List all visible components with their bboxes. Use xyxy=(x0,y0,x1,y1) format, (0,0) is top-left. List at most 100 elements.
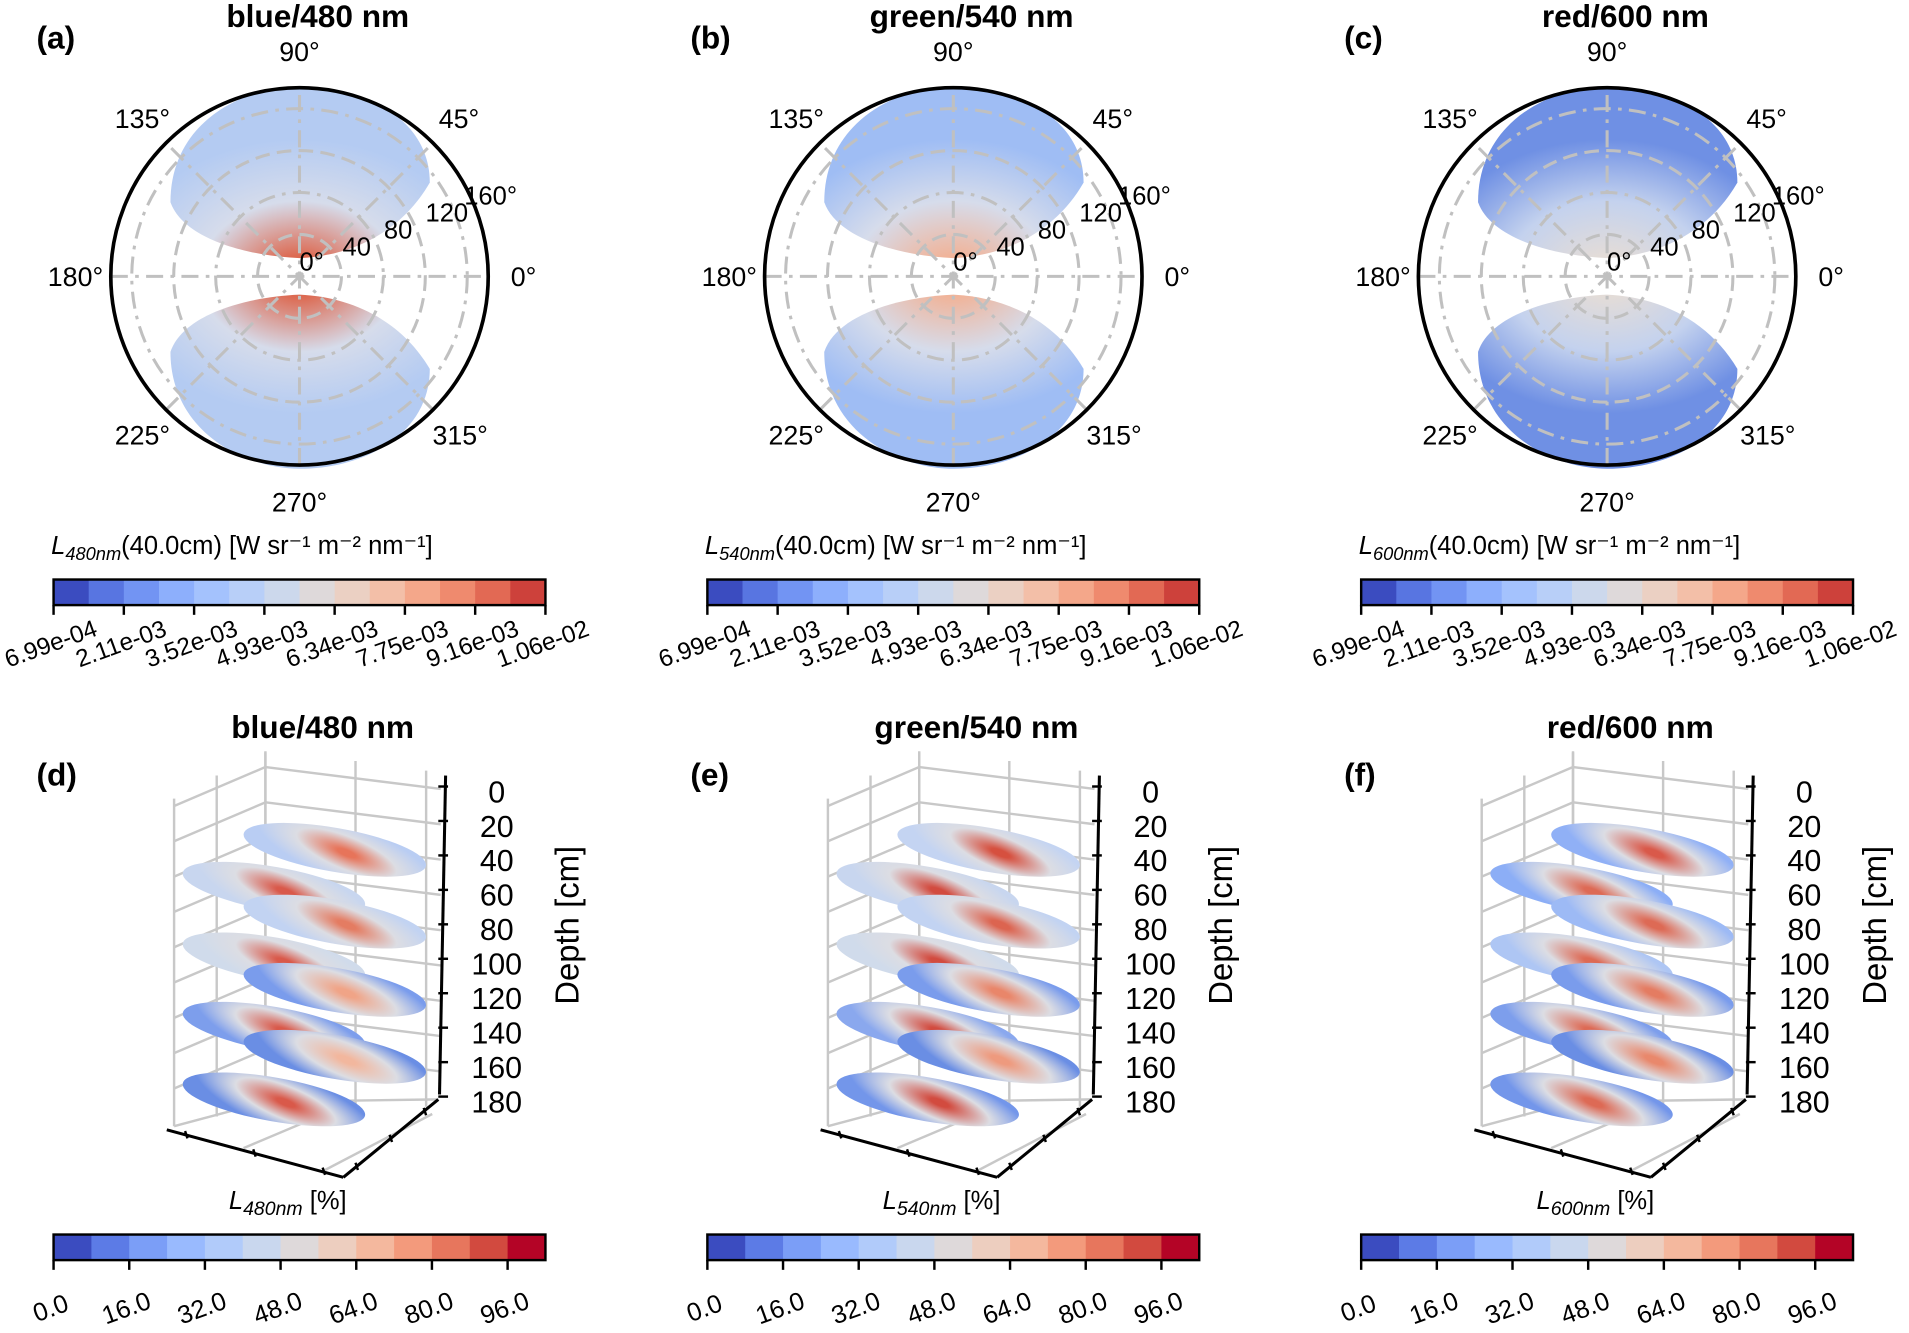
colorbar-bin xyxy=(369,579,406,606)
angle-tick-label: 135° xyxy=(1422,104,1477,134)
depth-tick-label: 140 xyxy=(1125,1017,1176,1051)
depth-tick-label: 60 xyxy=(1134,879,1168,913)
depth-axis-line xyxy=(1091,775,1101,1095)
axis-tick xyxy=(252,1148,257,1158)
depth-tick-label: 60 xyxy=(480,879,514,913)
colorbar-bin xyxy=(1161,1234,1200,1261)
colorbar-bin xyxy=(204,1234,244,1261)
axis-tick xyxy=(1730,1107,1735,1116)
colorbar-bin xyxy=(918,579,954,606)
x-axis-label: L600nm [%] xyxy=(1536,1187,1654,1220)
depth-slice-disc xyxy=(182,1072,366,1127)
colorbar-bin xyxy=(1023,579,1060,606)
colorbar-bin xyxy=(404,579,441,606)
colorbar-bin xyxy=(934,1234,973,1261)
depth-tick-label: 100 xyxy=(1779,948,1830,982)
depth-slice-disc xyxy=(1551,822,1734,877)
axis-tick xyxy=(321,1167,327,1176)
colorbar-bin xyxy=(1815,1234,1854,1261)
colorbar-bin xyxy=(1047,1234,1087,1261)
colorbar-bin xyxy=(158,579,195,606)
angle-tick-label: 0° xyxy=(1165,262,1191,292)
depth-tick-label: 80 xyxy=(480,913,514,947)
colorbar-tick-label: 96.0 xyxy=(1131,1287,1187,1327)
radial-tick-label: 120 xyxy=(1733,200,1776,228)
panel-label: (f) xyxy=(1344,756,1376,792)
colorbar-tick-label: 96.0 xyxy=(1784,1287,1840,1327)
panel-label: (b) xyxy=(690,20,730,56)
depth-slice-disc xyxy=(897,962,1080,1017)
colorbar-frame xyxy=(706,1233,1201,1262)
depth-slice-disc xyxy=(243,1029,427,1084)
colorbar-bin xyxy=(299,579,336,606)
x-axis-label: L540nm [%] xyxy=(883,1187,1001,1220)
grid-line xyxy=(173,765,266,808)
x-label-units: [%] xyxy=(956,1187,1000,1215)
depth-tick-label: 20 xyxy=(480,810,514,844)
depth-tick-label: 100 xyxy=(1125,948,1176,982)
colorbar-bin xyxy=(507,1234,547,1261)
colorbar-bin xyxy=(475,579,511,606)
panel-label: (c) xyxy=(1344,20,1383,56)
radial-tick-label: 80 xyxy=(1692,217,1720,245)
colorbar-bin xyxy=(1677,579,1714,606)
colorbar-bin xyxy=(858,1234,898,1261)
axis-tick xyxy=(1696,1134,1701,1143)
colorbar-bin xyxy=(1712,579,1749,606)
colorbar-frame xyxy=(1359,578,1855,607)
colorbar-tick-label: 64.0 xyxy=(1633,1287,1689,1327)
colorbar-bin xyxy=(1501,579,1538,606)
colorbar-bin xyxy=(53,1234,93,1261)
colorbar-bin xyxy=(1739,1234,1778,1261)
colorbar-label-subscript: 480nm xyxy=(65,543,121,564)
radial-tick-label: 120 xyxy=(426,200,469,228)
radial-tick-label: 160° xyxy=(1118,183,1171,211)
grid-line xyxy=(827,765,920,808)
depth-slice-disc xyxy=(1551,1029,1734,1084)
grid-line xyxy=(1481,801,1574,843)
depth-tick-label: 60 xyxy=(1787,879,1821,913)
radial-tick-label: 160° xyxy=(1772,183,1825,211)
x-label-units: [%] xyxy=(303,1187,347,1215)
angle-tick-label: 270° xyxy=(926,487,981,517)
angle-tick-label: 45° xyxy=(439,104,479,134)
angle-tick-label: 180° xyxy=(702,262,757,292)
colorbar-tick-label: 80.0 xyxy=(401,1287,457,1327)
grid-line xyxy=(919,801,1095,826)
panel-title: blue/480 nm xyxy=(226,0,409,34)
depth-axis-label: Depth [cm] xyxy=(1856,846,1893,1005)
colorbar-label: L600nm(40.0cm) [W sr⁻¹ m⁻² nm⁻¹] xyxy=(1359,532,1741,564)
colorbar-label-units: (40.0cm) [W sr⁻¹ m⁻² nm⁻¹] xyxy=(1429,532,1741,560)
colorbar-bin xyxy=(1512,1234,1551,1261)
colorbar-frame xyxy=(1359,1233,1855,1262)
grid-line xyxy=(265,801,441,826)
colorbar-bin xyxy=(1093,579,1130,606)
depth-slice-disc xyxy=(897,1029,1080,1084)
polar-frame xyxy=(108,85,491,467)
depth-tick-label: 180 xyxy=(471,1085,522,1119)
radial-tick-label: 120 xyxy=(1079,200,1122,228)
axis-tick xyxy=(975,1167,981,1176)
colorbar-bin xyxy=(783,1234,822,1261)
depth-tick-label: 180 xyxy=(1125,1085,1176,1119)
depth-tick-label: 40 xyxy=(480,844,514,878)
grid-line xyxy=(1572,801,1749,826)
grid-line xyxy=(1572,765,1749,791)
angle-tick-label: 270° xyxy=(272,487,327,517)
colorbar-bin xyxy=(1642,579,1678,606)
colorbar-bin xyxy=(1474,1234,1514,1261)
colorbar-bin xyxy=(394,1234,433,1261)
colorbar-tick-label: 0.0 xyxy=(1337,1289,1380,1327)
panel-title: green/540 nm xyxy=(870,0,1074,34)
colorbar-bin xyxy=(847,579,884,606)
colorbar-bin xyxy=(1123,1234,1163,1261)
colorbar-bin xyxy=(88,579,125,606)
colorbar-bin xyxy=(167,1234,206,1261)
depth-slice-disc xyxy=(1490,1072,1673,1127)
depth-axis-line xyxy=(1745,775,1755,1095)
colorbar-bin xyxy=(469,1234,509,1261)
colorbar-bin xyxy=(820,1234,860,1261)
panel-label: (d) xyxy=(37,756,77,792)
depth-tick-label: 160 xyxy=(1779,1051,1830,1085)
